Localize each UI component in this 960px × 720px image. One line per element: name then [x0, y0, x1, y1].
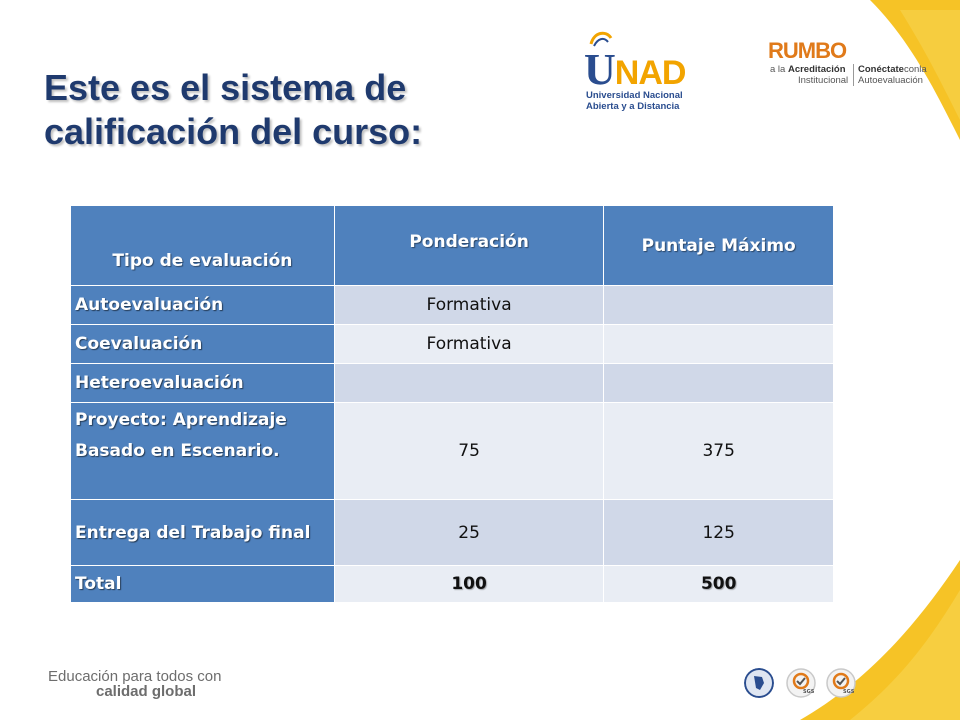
row-label-text: Entrega del Trabajo final [75, 522, 311, 543]
cell-ponderacion: 75 [333, 402, 605, 500]
sgs-label: SGS [843, 689, 855, 695]
sgs-seal-2: SGS [826, 668, 856, 698]
header-ponderacion: Ponderación [333, 205, 605, 286]
unad-wordmark-u: U [584, 45, 616, 94]
slogan-line-1: Educación para todos con [48, 668, 222, 685]
cell-puntaje [603, 324, 834, 364]
unad-wordmark-nad: NAD [614, 54, 687, 92]
cell-ponderacion: Formativa [333, 324, 605, 364]
row-label: Heteroevaluación [70, 363, 335, 403]
table-row-heteroevaluacion: Heteroevaluación [70, 363, 834, 403]
table-row-autoevaluacion: Autoevaluación Formativa [70, 285, 834, 325]
cell-puntaje [603, 363, 834, 403]
colombia-seal-icon [744, 668, 774, 698]
unad-line-1: Universidad Nacional [586, 90, 683, 101]
rumbo-acreditacion-logo: RUMBO a la Acreditación Institucional Co… [768, 38, 938, 94]
slide-title-line-2: calificación del curso: [44, 111, 423, 152]
cell-puntaje: 500 [603, 565, 834, 603]
row-label: Entrega del Trabajo final [70, 499, 335, 566]
iso-certification-icon [786, 668, 816, 698]
table-header-row: Tipo de evaluación Ponderación Puntaje M… [70, 205, 834, 286]
cell-ponderacion [333, 363, 605, 403]
table-row-proyecto: Proyecto: Aprendizaje Basado en Escenari… [70, 402, 834, 500]
rumbo-line-1: a la Acreditación [770, 64, 846, 75]
rumbo-wordmark: RUMBO [768, 38, 847, 63]
rumbo-divider [853, 64, 854, 86]
cell-puntaje: 375 [603, 402, 834, 500]
slide-title-line-1: Este es el sistema de [44, 67, 407, 108]
rumbo-line-3: Conéctateconla [858, 64, 927, 75]
rumbo-line-2: Institucional [798, 75, 849, 86]
row-label: Coevaluación [70, 324, 335, 364]
cell-puntaje: 125 [603, 499, 834, 566]
row-label: Proyecto: Aprendizaje Basado en Escenari… [70, 402, 335, 500]
iso-certification-icon [826, 668, 856, 698]
grading-table: Tipo de evaluación Ponderación Puntaje M… [70, 205, 834, 603]
slogan-line-2: calidad global [96, 683, 197, 700]
table-row-total: Total 100 500 [70, 565, 834, 603]
unad-line-2: Abierta y a Distancia [586, 101, 680, 112]
row-label-text: Proyecto: Aprendizaje Basado en Escenari… [75, 410, 287, 461]
row-label: Autoevaluación [70, 285, 335, 325]
cell-puntaje [603, 285, 834, 325]
table-row-coevaluacion: Coevaluación Formativa [70, 324, 834, 364]
slide-title: Este es el sistema de calificación del c… [44, 66, 564, 154]
cell-ponderacion: 25 [333, 499, 605, 566]
header-tipo-evaluacion: Tipo de evaluación [70, 205, 335, 286]
unad-logo: UNAD Universidad Nacional Abierta y a Di… [584, 30, 694, 112]
sgs-seal-1: SGS [786, 668, 816, 698]
footer-slogan: Educación para todos con calidad global [48, 668, 221, 700]
cell-ponderacion: 100 [333, 565, 605, 603]
header-puntaje-maximo: Puntaje Máximo [603, 205, 834, 286]
row-label: Total [70, 565, 335, 603]
table-row-entrega-trabajo-final: Entrega del Trabajo final 25 125 [70, 499, 834, 566]
rumbo-line-4: Autoevaluación [858, 75, 923, 86]
unad-swirl-icon [589, 31, 613, 47]
cell-ponderacion: Formativa [333, 285, 605, 325]
sgs-label: SGS [803, 689, 815, 695]
